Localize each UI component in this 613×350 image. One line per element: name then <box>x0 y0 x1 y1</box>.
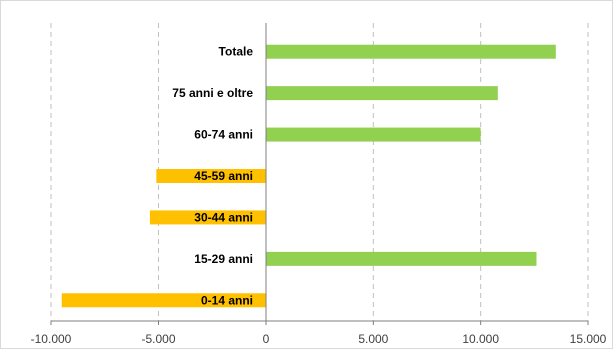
category-label-5: 15-29 anni <box>194 252 253 266</box>
bar-60-74-anni <box>266 127 481 142</box>
x-tick-label-2: 0 <box>263 332 270 346</box>
x-tick-labels: -10.000 -5.000 0 5.000 10.000 15.000 <box>31 332 607 346</box>
bar-totale <box>266 44 556 59</box>
category-label-3: 45-59 anni <box>194 169 253 183</box>
x-tick-label-0: -10.000 <box>31 332 72 346</box>
x-tick-label-3: 5.000 <box>358 332 388 346</box>
bar-45-59-anni <box>156 169 266 183</box>
bars <box>61 44 556 308</box>
x-tick-label-4: 10.000 <box>462 332 499 346</box>
category-label-0: Totale <box>219 45 254 59</box>
x-tick-label-1: -5.000 <box>141 332 175 346</box>
category-label-1: 75 anni e oltre <box>172 86 253 100</box>
category-label-2: 60-74 anni <box>194 128 253 142</box>
bar-75-anni-e-oltre <box>266 86 498 101</box>
category-labels: Totale 75 anni e oltre 60-74 anni 45-59 ann… <box>172 45 253 308</box>
category-label-6: 0-14 anni <box>201 293 253 307</box>
category-label-4: 30-44 anni <box>194 210 253 224</box>
bar-15-29-anni <box>266 251 537 266</box>
x-tick-label-5: 15.000 <box>570 332 607 346</box>
grid-lines <box>50 23 589 321</box>
bar-30-44-anni <box>149 210 266 225</box>
bar-0-14-anni <box>61 293 266 308</box>
axes <box>50 23 589 325</box>
